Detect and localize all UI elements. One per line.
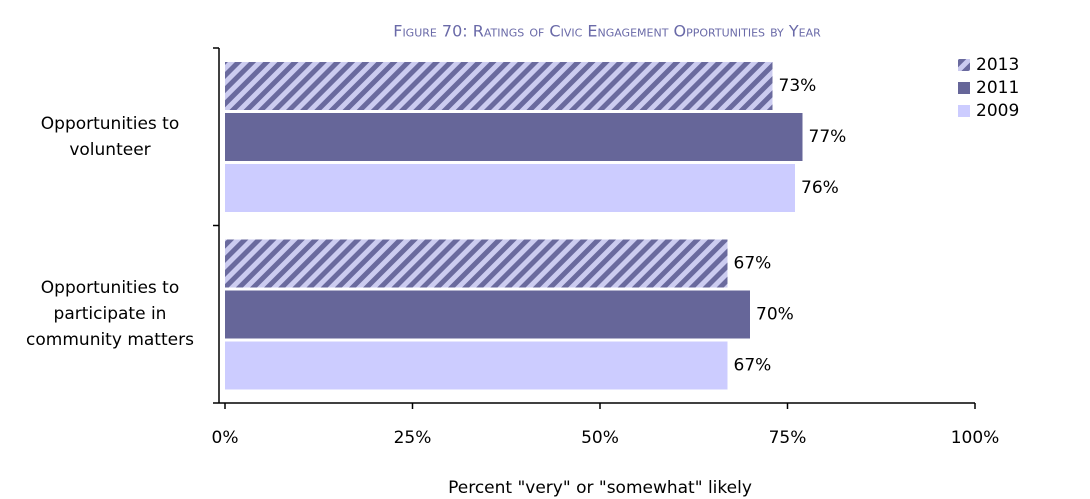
- legend-label: 2009: [976, 101, 1019, 121]
- legend-label: 2013: [976, 55, 1019, 75]
- bar: [225, 62, 773, 110]
- value-label: 67%: [734, 254, 772, 274]
- bar: [225, 164, 795, 212]
- x-axis-label: Percent "very" or "somewhat" likely: [448, 478, 752, 498]
- value-label: 73%: [779, 76, 817, 96]
- legend-swatch: [958, 105, 970, 117]
- legend-swatch: [958, 59, 970, 71]
- value-label: 67%: [734, 356, 772, 376]
- bar: [225, 341, 728, 390]
- x-tick-label: 100%: [951, 428, 1000, 448]
- legend-label: 2011: [976, 78, 1019, 98]
- bar: [225, 113, 803, 161]
- bar: [225, 239, 728, 288]
- y-tick-label: Opportunities to participate in communit…: [26, 278, 194, 351]
- bar: [225, 290, 750, 339]
- x-tick-label: 75%: [769, 428, 807, 448]
- value-label: 70%: [756, 305, 794, 325]
- x-tick-label: 50%: [581, 428, 619, 448]
- chart-title: Figure 70: Ratings of Civic Engagement O…: [393, 22, 821, 41]
- value-label: 77%: [809, 127, 847, 147]
- legend-swatch: [958, 82, 970, 94]
- x-tick-label: 0%: [212, 428, 239, 448]
- value-label: 76%: [801, 178, 839, 198]
- x-tick-label: 25%: [394, 428, 432, 448]
- y-tick-label: Opportunities to volunteer: [40, 113, 180, 160]
